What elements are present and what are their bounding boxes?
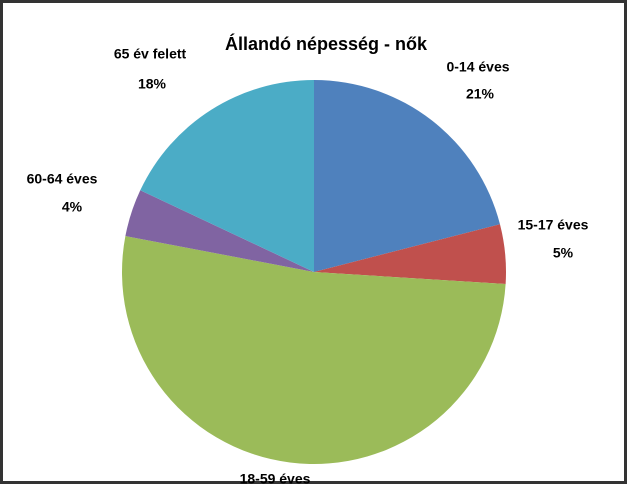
category-label: 0-14 éves bbox=[446, 59, 509, 75]
value-label: 4% bbox=[62, 199, 83, 215]
value-label: 5% bbox=[553, 245, 574, 261]
category-label: 18-59 éves bbox=[240, 471, 311, 484]
pie-slice bbox=[121, 236, 506, 465]
category-label: 65 év felett bbox=[114, 46, 187, 62]
value-label: 21% bbox=[466, 86, 495, 102]
pie-slice bbox=[125, 190, 314, 272]
pie-slice bbox=[314, 80, 500, 272]
category-label: 60-64 éves bbox=[27, 171, 98, 187]
chart-title: Állandó népesség - nők bbox=[225, 33, 428, 54]
pie-slice bbox=[314, 224, 506, 285]
pie-slice bbox=[140, 80, 314, 272]
category-label: 15-17 éves bbox=[518, 217, 589, 233]
value-label: 18% bbox=[138, 76, 167, 92]
pie bbox=[121, 80, 506, 465]
